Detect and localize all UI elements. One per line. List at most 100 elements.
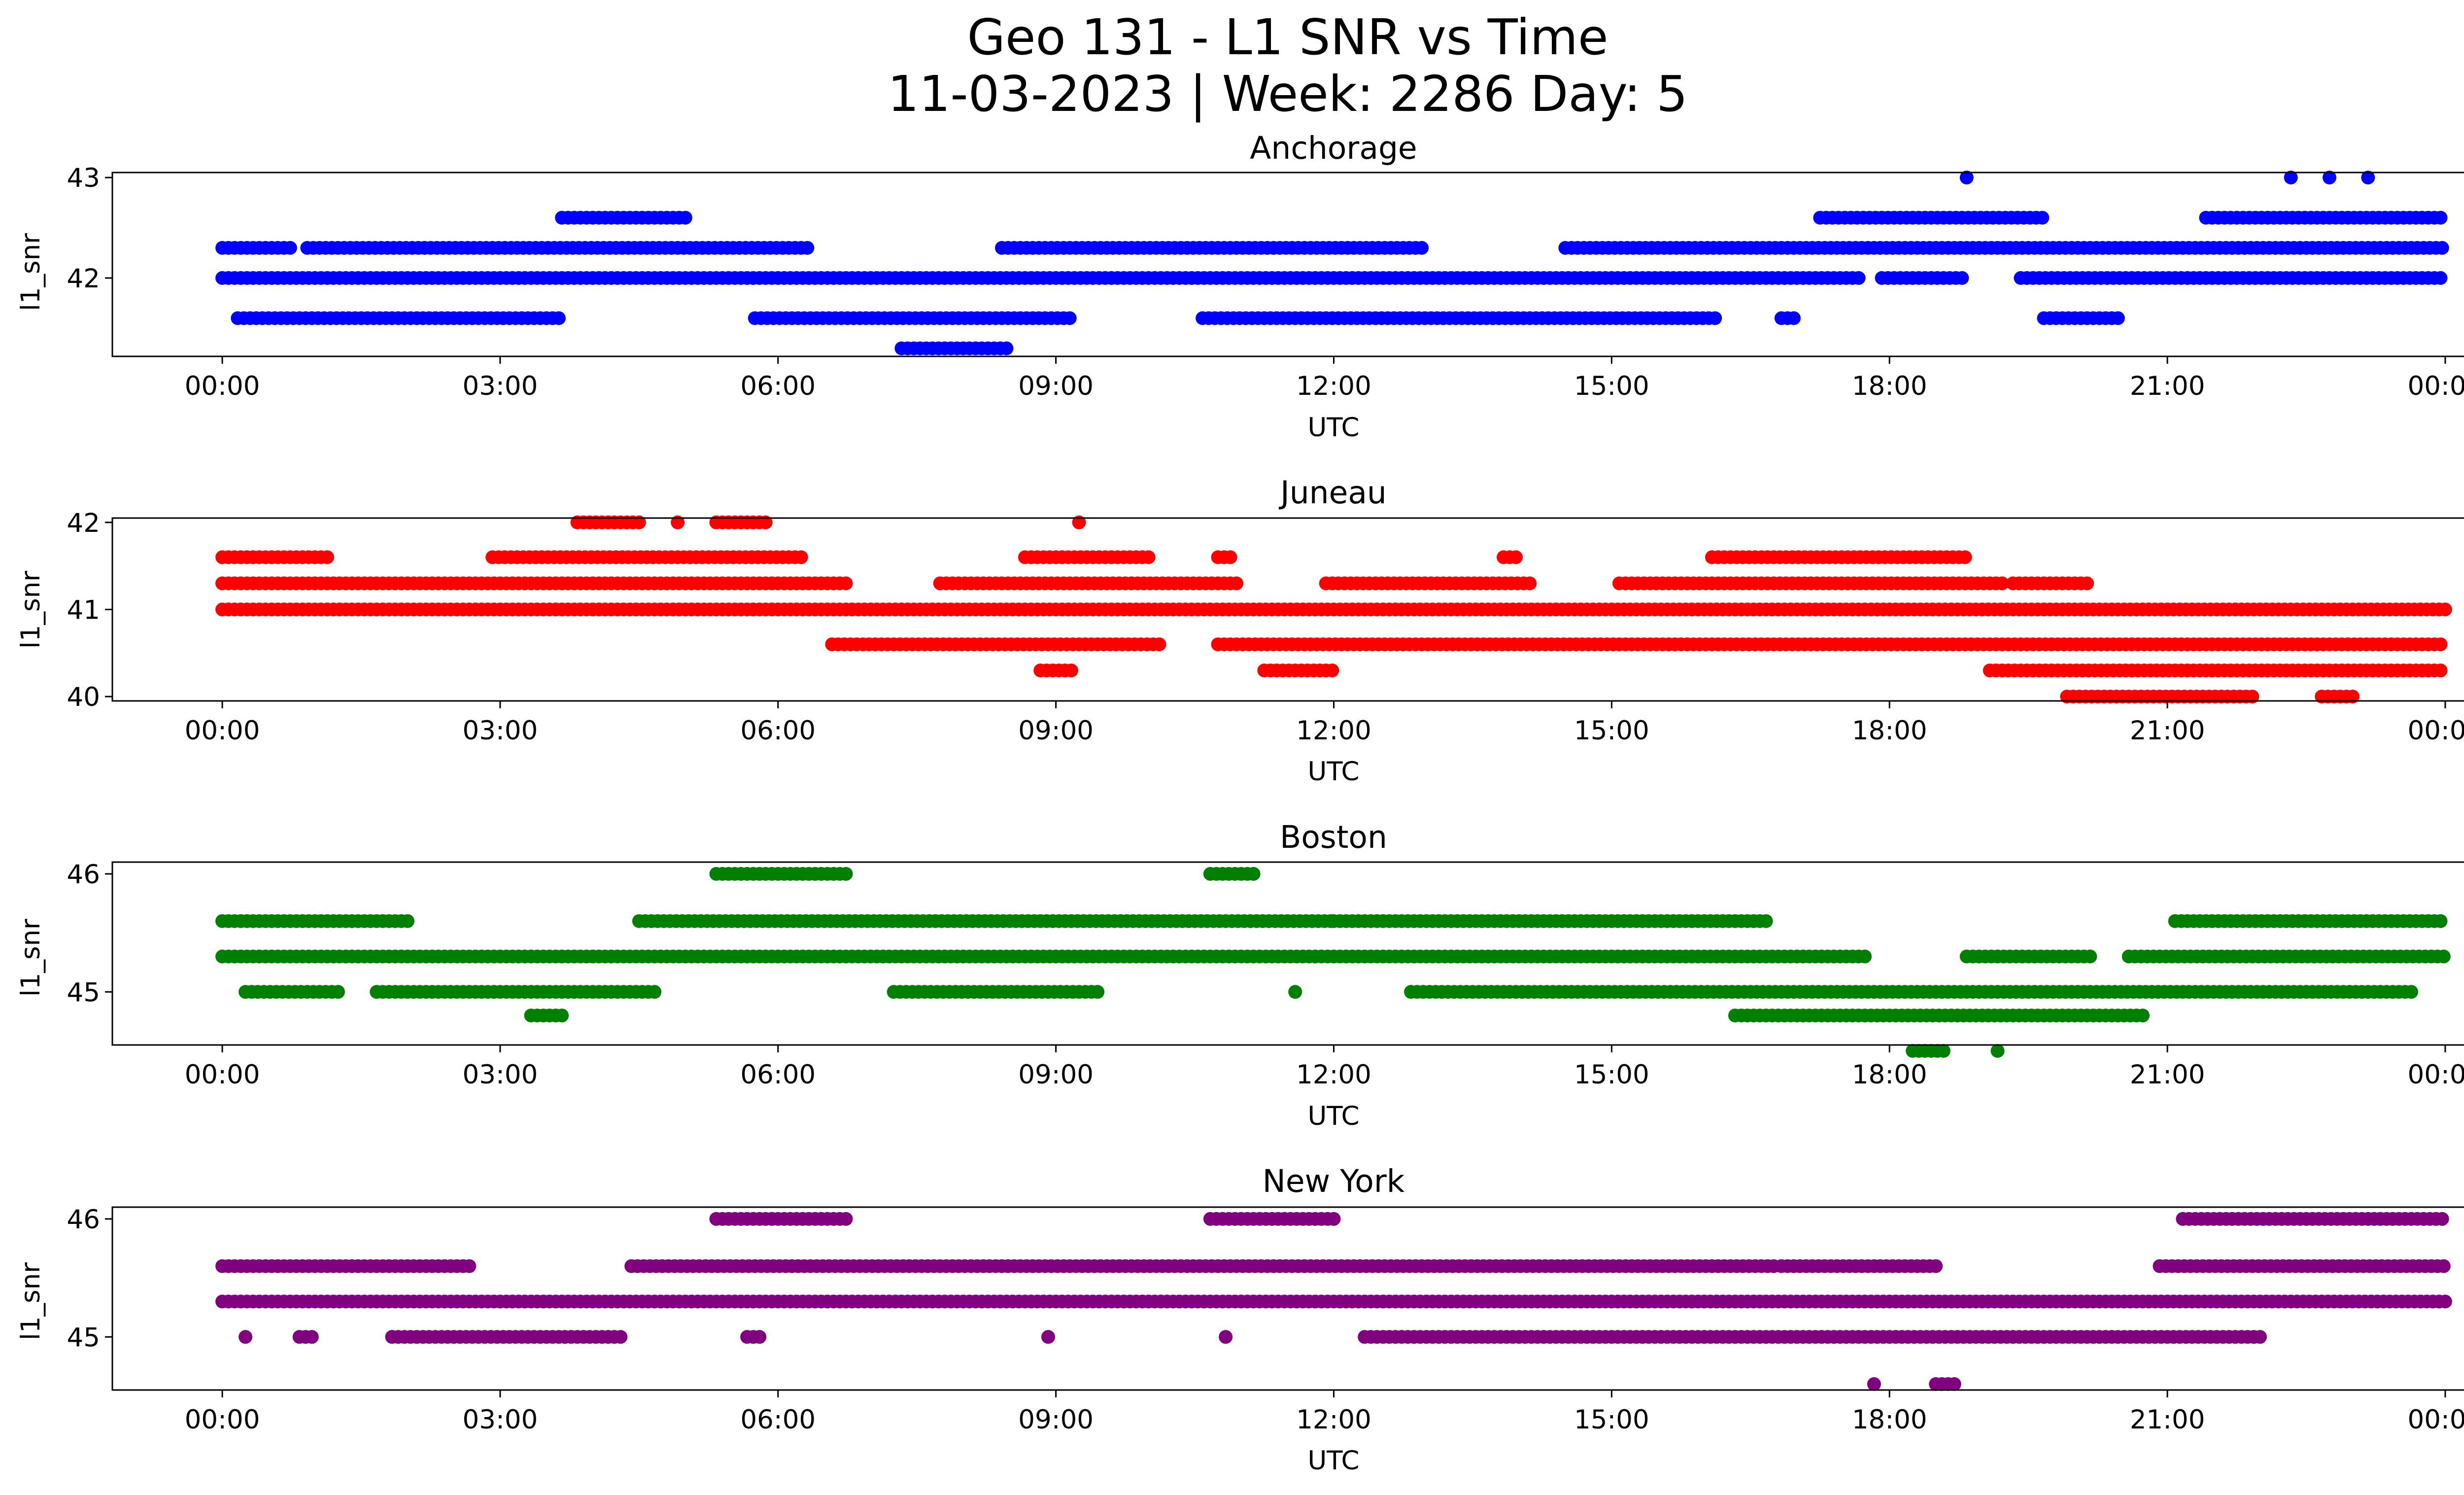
data-point [320, 550, 335, 564]
y-tick-label: 45 [67, 977, 100, 1008]
x-tick-label: 03:00 [463, 716, 538, 746]
data-point [1958, 550, 1972, 564]
data-point [1325, 663, 1339, 678]
y-axis-label: l1_snr [16, 571, 46, 649]
x-tick-label: 18:00 [1852, 716, 1927, 746]
x-tick-label: 00:00 [2408, 371, 2464, 401]
data-point [1955, 271, 1969, 285]
plot-area: 00:00 03:00 06:00 09:00 12:00 15:00 18:00 21:00… [67, 163, 2464, 401]
subplot-title: Anchorage [1250, 130, 1417, 166]
subplot-title: New York [1263, 1163, 1405, 1199]
data-point [1509, 550, 1523, 564]
x-axis-label: UTC [1307, 413, 1359, 443]
subplot-anchorage: Anchorage 00:00 03:00 06:00 09:00 12:00 15:00… [16, 130, 2464, 443]
x-tick-label: 15:00 [1574, 716, 1649, 746]
data-point [2438, 602, 2452, 617]
data-point [753, 1330, 767, 1344]
data-point [1223, 550, 1237, 564]
data-point [283, 241, 297, 255]
data-point [1867, 1377, 1881, 1391]
data-point [758, 515, 773, 529]
x-tick-label: 06:00 [740, 371, 816, 401]
x-tick-label: 00:00 [2408, 716, 2464, 746]
x-tick-label: 06:00 [740, 1060, 816, 1090]
x-axis-label: UTC [1307, 757, 1359, 787]
data-point [462, 1259, 477, 1273]
y-tick-label: 45 [67, 1322, 100, 1353]
subplot-title: Boston [1280, 819, 1387, 855]
data-point [1064, 663, 1078, 678]
subplot-boston: Boston 00:00 03:00 06:00 09:00 12:00 15:00 18:… [16, 819, 2464, 1131]
data-point [1947, 1377, 1961, 1391]
data-point [2433, 271, 2448, 285]
x-tick-label: 21:00 [2130, 371, 2205, 401]
data-point [794, 550, 808, 564]
x-tick-label: 03:00 [463, 1405, 538, 1435]
figure-title-line2: 11-03-2023 | Week: 2286 Day: 5 [888, 65, 1687, 123]
plot-area: 00:00 03:00 06:00 09:00 12:00 15:00 18:00 21:00… [67, 508, 2464, 746]
x-tick-label: 00:00 [185, 1060, 260, 1090]
figure-title-line1: Geo 131 - L1 SNR vs Time [967, 8, 1608, 66]
x-tick-label: 06:00 [740, 1405, 816, 1435]
data-point [2035, 210, 2050, 225]
data-point [678, 210, 692, 225]
x-tick-label: 12:00 [1296, 1405, 1371, 1435]
data-point [2433, 914, 2448, 928]
data-point [2436, 949, 2451, 964]
data-point [1851, 271, 1866, 285]
data-point [839, 867, 853, 881]
data-point [1091, 985, 1105, 999]
data-point [331, 985, 345, 999]
data-point [555, 1008, 569, 1023]
data-point [1246, 867, 1261, 881]
x-tick-label: 12:00 [1296, 716, 1371, 746]
data-point [2404, 985, 2418, 999]
scatter-points [215, 1212, 2452, 1391]
axes-frame [111, 172, 2464, 357]
data-point [2083, 949, 2097, 964]
data-point [239, 1330, 253, 1344]
data-point [2436, 1259, 2451, 1273]
data-point [2433, 210, 2448, 225]
data-point [401, 914, 414, 928]
y-tick-label: 40 [67, 682, 100, 712]
data-point [1141, 550, 1156, 564]
x-tick-label: 00:00 [185, 716, 260, 746]
data-point [1041, 1330, 1055, 1344]
data-point [1219, 1330, 1233, 1344]
data-point [1858, 949, 1872, 964]
x-tick-label: 00:00 [2408, 1060, 2464, 1090]
x-tick-label: 06:00 [740, 716, 816, 746]
y-axis-label: l1_snr [16, 233, 46, 311]
data-point [2435, 241, 2449, 255]
data-point [305, 1330, 319, 1344]
y-axis-label: l1_snr [16, 1262, 46, 1340]
data-point [1152, 637, 1166, 652]
y-tick-label: 41 [67, 595, 100, 626]
data-point [1990, 1044, 2005, 1058]
data-point [2111, 311, 2125, 325]
data-point [1062, 311, 1077, 325]
x-tick-label: 00:00 [185, 1405, 260, 1435]
data-point [1415, 241, 1429, 255]
data-point [2433, 663, 2448, 678]
scatter-points [215, 867, 2451, 1058]
x-tick-label: 09:00 [1018, 371, 1094, 401]
data-point [648, 985, 662, 999]
subplot-title: Juneau [1278, 475, 1387, 511]
x-tick-label: 12:00 [1296, 1060, 1371, 1090]
data-point [1787, 311, 1801, 325]
data-point [2361, 171, 2375, 185]
y-tick-label: 43 [67, 163, 100, 193]
plot-area: 00:00 03:00 06:00 09:00 12:00 15:00 18:00 21:00… [67, 860, 2464, 1090]
y-axis-label: l1_snr [16, 919, 46, 997]
data-point [1959, 171, 1974, 185]
data-point [1230, 576, 1244, 591]
x-tick-label: 15:00 [1574, 1405, 1649, 1435]
y-tick-label: 46 [67, 860, 100, 890]
x-tick-label: 03:00 [463, 1060, 538, 1090]
data-point [1072, 515, 1086, 529]
data-point [2346, 690, 2360, 704]
data-point [2253, 1330, 2267, 1344]
